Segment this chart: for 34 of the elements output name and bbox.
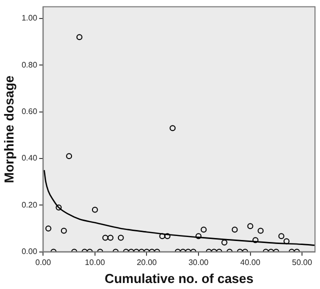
y-tick-label: 0.00: [22, 247, 38, 256]
point: [232, 226, 238, 233]
point: [247, 223, 254, 230]
y-axis-title: Morphine dosage: [1, 75, 16, 184]
point: [56, 204, 62, 210]
y-tick-label: 0.60: [22, 107, 38, 116]
line-series: [44, 169, 315, 246]
point: [60, 228, 67, 234]
point: [66, 153, 72, 160]
point: [170, 125, 176, 132]
x-tick-label: 50.00: [292, 258, 313, 267]
x-axis-title: Cumulative no. of cases: [104, 270, 254, 286]
point: [92, 206, 98, 213]
point: [164, 233, 170, 240]
y-tick-label: 0.40: [22, 154, 38, 163]
point: [284, 238, 290, 244]
x-tick-label: 10.00: [84, 258, 106, 267]
y-tick-label: 0.80: [22, 60, 38, 70]
x-tick-label: 20.00: [136, 258, 158, 267]
point: [252, 237, 258, 244]
point: [196, 233, 202, 240]
point: [159, 233, 166, 240]
point: [278, 233, 284, 240]
x-tick-label: 40.00: [240, 258, 261, 267]
x-tick-label: 30.00: [188, 258, 210, 267]
y-tick-label: 0.20: [22, 200, 38, 210]
point: [200, 226, 207, 233]
point: [102, 234, 108, 241]
point: [107, 234, 114, 241]
x-tick-label: 0.00: [35, 258, 52, 267]
point: [118, 234, 124, 241]
point: [258, 228, 264, 234]
point: [45, 225, 52, 232]
y-tick-label: 1.00: [22, 14, 38, 23]
